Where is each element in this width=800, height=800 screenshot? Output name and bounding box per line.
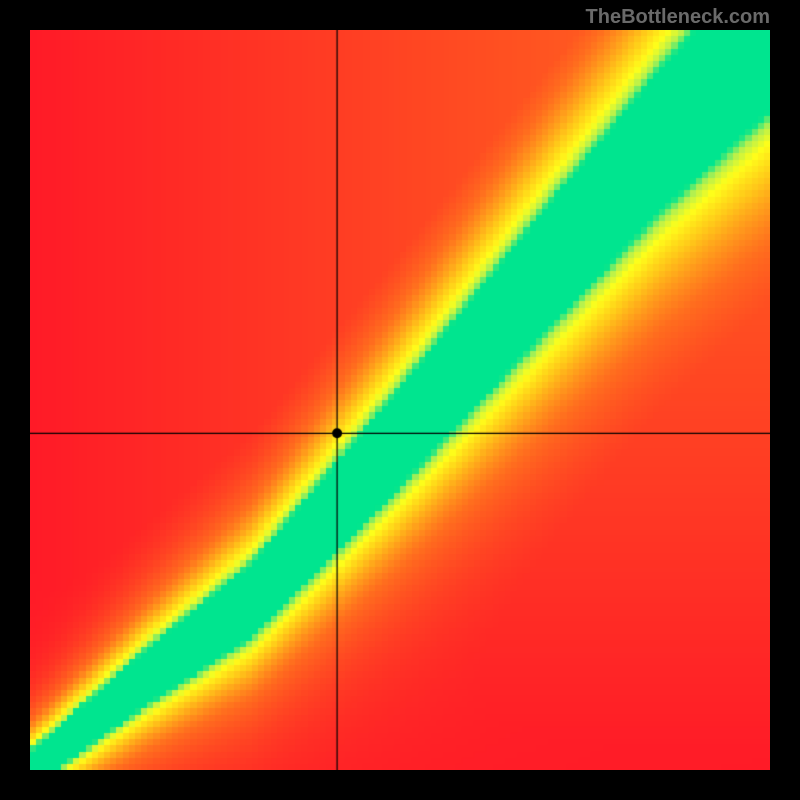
- watermark-text: TheBottleneck.com: [586, 6, 770, 29]
- bottleneck-heatmap: [30, 30, 770, 770]
